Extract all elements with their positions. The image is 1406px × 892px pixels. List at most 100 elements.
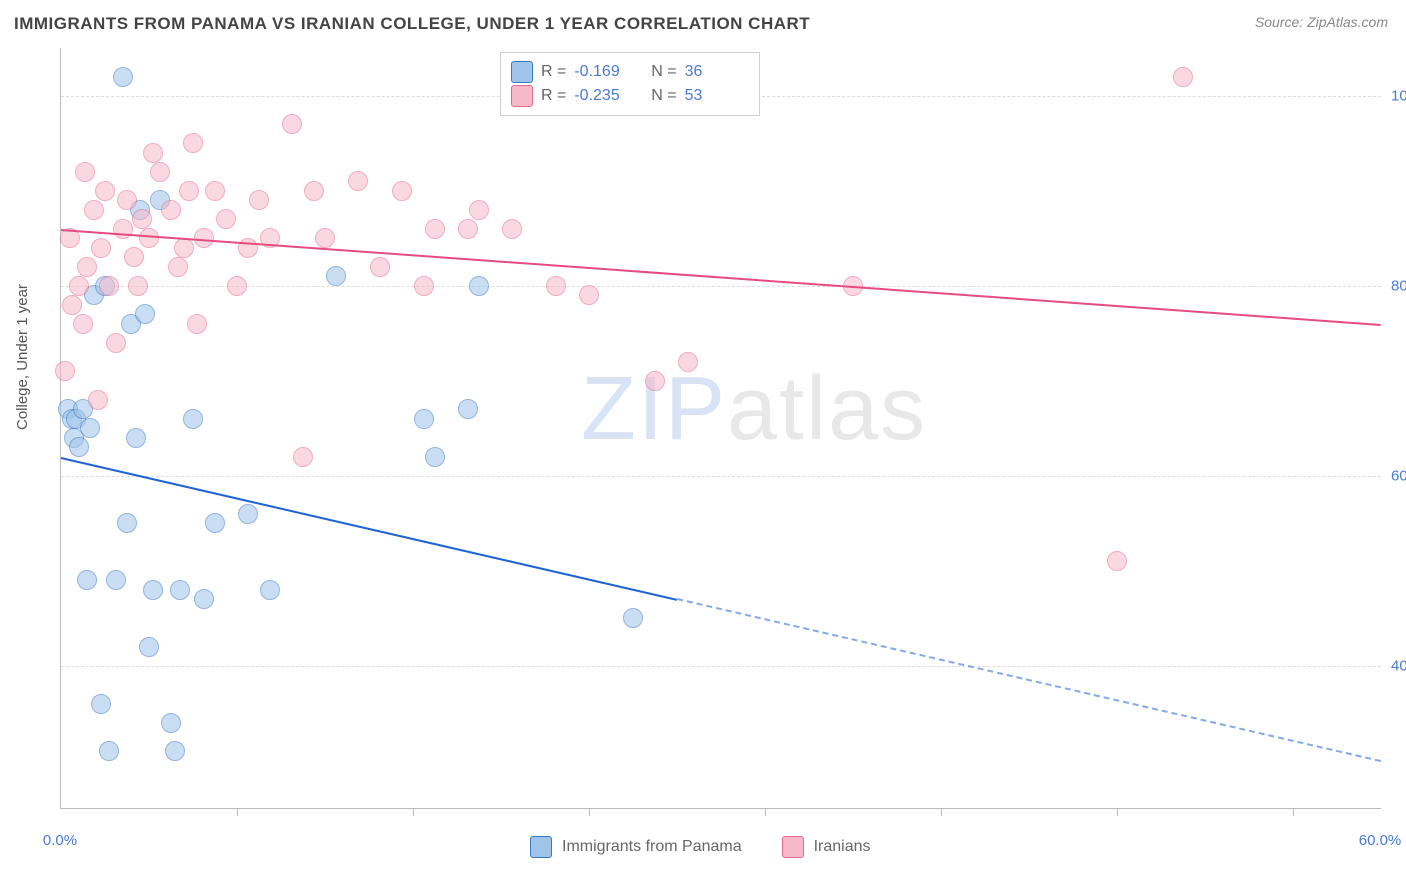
data-point <box>502 219 522 239</box>
data-point <box>187 314 207 334</box>
data-point <box>414 276 434 296</box>
data-point <box>370 257 390 277</box>
data-point <box>678 352 698 372</box>
data-point <box>546 276 566 296</box>
data-point <box>1173 67 1193 87</box>
x-tick-label: 0.0% <box>43 832 77 849</box>
data-point <box>73 314 93 334</box>
data-point <box>414 409 434 429</box>
legend-stats-row: R = -0.235 N = 53 <box>511 85 745 107</box>
data-point <box>91 694 111 714</box>
data-point <box>249 190 269 210</box>
gridline-h <box>61 476 1381 477</box>
legend-n-value: 53 <box>685 87 745 105</box>
x-minor-tick <box>1293 808 1294 816</box>
data-point <box>645 371 665 391</box>
legend-r-value: -0.169 <box>574 63 634 81</box>
legend-swatch <box>511 61 533 83</box>
legend-series-item: Immigrants from Panama <box>530 836 742 858</box>
data-point <box>293 447 313 467</box>
data-point <box>469 200 489 220</box>
data-point <box>62 295 82 315</box>
data-point <box>205 181 225 201</box>
data-point <box>425 219 445 239</box>
legend-stats: R = -0.169 N = 36R = -0.235 N = 53 <box>500 52 760 116</box>
data-point <box>139 637 159 657</box>
data-point <box>179 181 199 201</box>
data-point <box>106 570 126 590</box>
data-point <box>183 409 203 429</box>
data-point <box>150 162 170 182</box>
legend-swatch <box>511 85 533 107</box>
data-point <box>238 238 258 258</box>
x-minor-tick <box>941 808 942 816</box>
data-point <box>113 67 133 87</box>
data-point <box>425 447 445 467</box>
data-point <box>623 608 643 628</box>
data-point <box>99 276 119 296</box>
data-point <box>124 247 144 267</box>
legend-stats-row: R = -0.169 N = 36 <box>511 61 745 83</box>
data-point <box>165 741 185 761</box>
data-point <box>88 390 108 410</box>
data-point <box>55 361 75 381</box>
x-minor-tick <box>1117 808 1118 816</box>
x-minor-tick <box>589 808 590 816</box>
y-tick-label: 60.0% <box>1391 467 1406 484</box>
x-minor-tick <box>413 808 414 816</box>
data-point <box>174 238 194 258</box>
trend-line <box>677 598 1382 764</box>
y-tick-label: 40.0% <box>1391 657 1406 674</box>
gridline-h <box>61 286 1381 287</box>
data-point <box>161 200 181 220</box>
source-label: Source: ZipAtlas.com <box>1255 14 1388 30</box>
legend-n-label: N = <box>642 87 676 105</box>
data-point <box>91 238 111 258</box>
x-minor-tick <box>237 808 238 816</box>
legend-swatch <box>782 836 804 858</box>
legend-r-label: R = <box>541 87 566 105</box>
y-tick-label: 100.0% <box>1391 87 1406 104</box>
legend-r-label: R = <box>541 63 566 81</box>
watermark-atlas: atlas <box>727 359 927 459</box>
watermark: ZIPatlas <box>581 358 927 461</box>
data-point <box>77 570 97 590</box>
data-point <box>205 513 225 533</box>
y-axis-label: College, Under 1 year <box>14 284 31 430</box>
data-point <box>260 580 280 600</box>
data-point <box>99 741 119 761</box>
data-point <box>161 713 181 733</box>
data-point <box>126 428 146 448</box>
data-point <box>69 276 89 296</box>
data-point <box>194 589 214 609</box>
legend-n-label: N = <box>642 63 676 81</box>
legend-series: Immigrants from Panama Iranians <box>530 836 871 858</box>
data-point <box>227 276 247 296</box>
legend-series-item: Iranians <box>782 836 871 858</box>
data-point <box>238 504 258 524</box>
data-point <box>282 114 302 134</box>
chart-title: IMMIGRANTS FROM PANAMA VS IRANIAN COLLEG… <box>14 14 810 34</box>
data-point <box>216 209 236 229</box>
data-point <box>168 257 188 277</box>
chart-container: IMMIGRANTS FROM PANAMA VS IRANIAN COLLEG… <box>0 0 1406 892</box>
data-point <box>69 437 89 457</box>
data-point <box>1107 551 1127 571</box>
data-point <box>579 285 599 305</box>
data-point <box>458 219 478 239</box>
y-tick-label: 80.0% <box>1391 277 1406 294</box>
data-point <box>139 228 159 248</box>
data-point <box>315 228 335 248</box>
data-point <box>348 171 368 191</box>
data-point <box>80 418 100 438</box>
data-point <box>469 276 489 296</box>
legend-r-value: -0.235 <box>574 87 634 105</box>
data-point <box>392 181 412 201</box>
legend-series-label: Iranians <box>814 838 871 856</box>
legend-swatch <box>530 836 552 858</box>
data-point <box>117 190 137 210</box>
data-point <box>117 513 137 533</box>
data-point <box>183 133 203 153</box>
data-point <box>143 143 163 163</box>
data-point <box>77 257 97 277</box>
